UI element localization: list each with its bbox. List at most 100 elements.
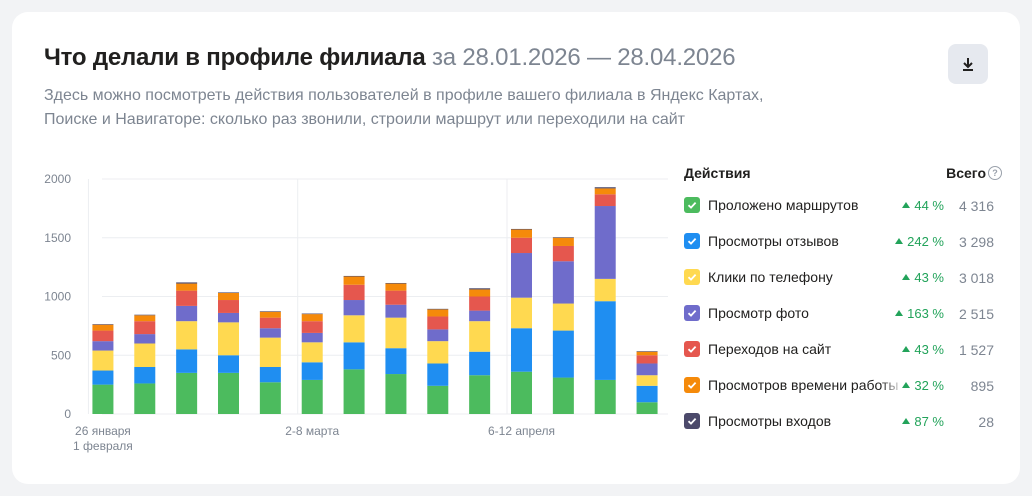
bar-segment (385, 283, 407, 291)
bar-segment (636, 351, 658, 356)
legend-checkbox[interactable] (684, 377, 700, 393)
check-icon (687, 309, 697, 317)
legend-checkbox[interactable] (684, 233, 700, 249)
bar-segment (134, 314, 156, 316)
y-tick-label: 1000 (44, 290, 71, 304)
bar-segment (427, 341, 449, 364)
legend-item-delta: 44 % (902, 198, 944, 213)
legend-item-delta: 43 % (902, 342, 944, 357)
bar-segment (176, 305, 198, 322)
bar-segment (218, 292, 239, 293)
help-icon[interactable]: ? (988, 166, 1002, 180)
legend-item-delta: 43 % (902, 270, 944, 285)
page-title: Что делали в профиле филиала за 28.01.20… (44, 44, 736, 72)
bar-segment (176, 282, 198, 284)
bar-segment (427, 329, 449, 342)
bar-segment (92, 324, 114, 325)
check-icon (687, 201, 697, 209)
bar-segment (343, 276, 365, 285)
check-icon (687, 417, 697, 425)
bar-segment (427, 308, 449, 310)
legend-item[interactable]: Переходов на сайт 43 % 1 527 (684, 330, 994, 366)
legend-item-label: Просмотры отзывов (708, 233, 839, 249)
bar-segment (176, 290, 198, 306)
arrow-up-icon (902, 346, 911, 352)
legend-item[interactable]: Проложено маршрутов 44 % 4 316 (684, 186, 994, 222)
check-icon (687, 381, 697, 389)
bar-segment (343, 369, 365, 414)
bar-segment (469, 375, 491, 414)
bar-segment (92, 384, 114, 414)
bar-segment (92, 330, 114, 342)
bar-segment (218, 355, 239, 373)
legend-item-label: Переходов на сайт (708, 341, 832, 357)
check-icon (687, 237, 697, 245)
legend-checkbox[interactable] (684, 305, 700, 321)
legend-col-total: Всего (946, 165, 986, 181)
x-tick-label: 26 января 1 февраля (73, 424, 133, 453)
bar-segment (469, 321, 491, 352)
bar-segment (469, 288, 491, 290)
arrow-up-icon (902, 274, 911, 280)
bar-segment (427, 309, 449, 317)
legend-checkbox[interactable] (684, 269, 700, 285)
bar-segment (594, 278, 616, 302)
bar-segment (301, 379, 323, 414)
bar-segment (594, 301, 616, 380)
legend-checkbox[interactable] (684, 197, 700, 213)
bar-segment (218, 300, 239, 313)
label-fade (880, 266, 904, 288)
bar-segment (259, 367, 281, 383)
bar-segment (552, 261, 574, 304)
bar-segment (343, 315, 365, 343)
bar-segment (469, 296, 491, 311)
legend-checkbox[interactable] (684, 341, 700, 357)
bar-segment (301, 314, 323, 322)
bar-segment (385, 374, 407, 414)
bar-segment (92, 350, 114, 371)
legend-item-delta-value: 44 % (914, 198, 944, 213)
label-fade (880, 230, 904, 252)
bar-segment (301, 362, 323, 380)
bar-segment (343, 275, 365, 277)
bar-segment (427, 385, 449, 414)
legend-item-total: 895 (970, 378, 994, 394)
legend-item[interactable]: Просмотры входов 87 % 28 (684, 402, 994, 438)
bar-segment (259, 382, 281, 414)
y-tick-label: 0 (64, 407, 71, 421)
label-fade (880, 410, 904, 432)
bar-segment (385, 348, 407, 375)
bar-segment (259, 311, 281, 312)
legend-item-delta: 32 % (902, 378, 944, 393)
arrow-up-icon (895, 238, 904, 244)
bar-segment (636, 385, 658, 403)
legend-item[interactable]: Просмотры отзывов 242 % 3 298 (684, 222, 994, 258)
x-tick-label: 6-12 апреля (488, 424, 555, 438)
bar-segment (301, 321, 323, 333)
bar-segment (259, 317, 281, 329)
label-fade (880, 194, 904, 216)
chart-legend: Действия Всего ? Проложено маршрутов 44 %… (684, 162, 1002, 438)
bar-segment (218, 372, 239, 414)
bar-segment (636, 402, 658, 414)
legend-item-total: 2 515 (958, 306, 994, 322)
download-button[interactable] (948, 44, 988, 84)
legend-item-delta-value: 242 % (907, 234, 944, 249)
legend-item-delta: 87 % (902, 414, 944, 429)
bar-segment (552, 303, 574, 331)
bar-segment (511, 253, 532, 298)
bar-segment (259, 328, 281, 338)
legend-item-label: Проложено маршрутов (708, 197, 859, 213)
legend-item[interactable]: Просмотров времени работы 32 % 895 (684, 366, 994, 402)
bar-segment (594, 188, 616, 195)
legend-item[interactable]: Просмотр фото 163 % 2 515 (684, 294, 994, 330)
legend-col-actions: Действия (684, 165, 751, 181)
legend-item-delta: 163 % (895, 306, 944, 321)
bar-segment (385, 290, 407, 305)
legend-checkbox[interactable] (684, 413, 700, 429)
bar-segment (218, 312, 239, 323)
bar-segment (385, 304, 407, 318)
legend-item[interactable]: Клики по телефону 43 % 3 018 (684, 258, 994, 294)
bar-segment (385, 282, 407, 284)
